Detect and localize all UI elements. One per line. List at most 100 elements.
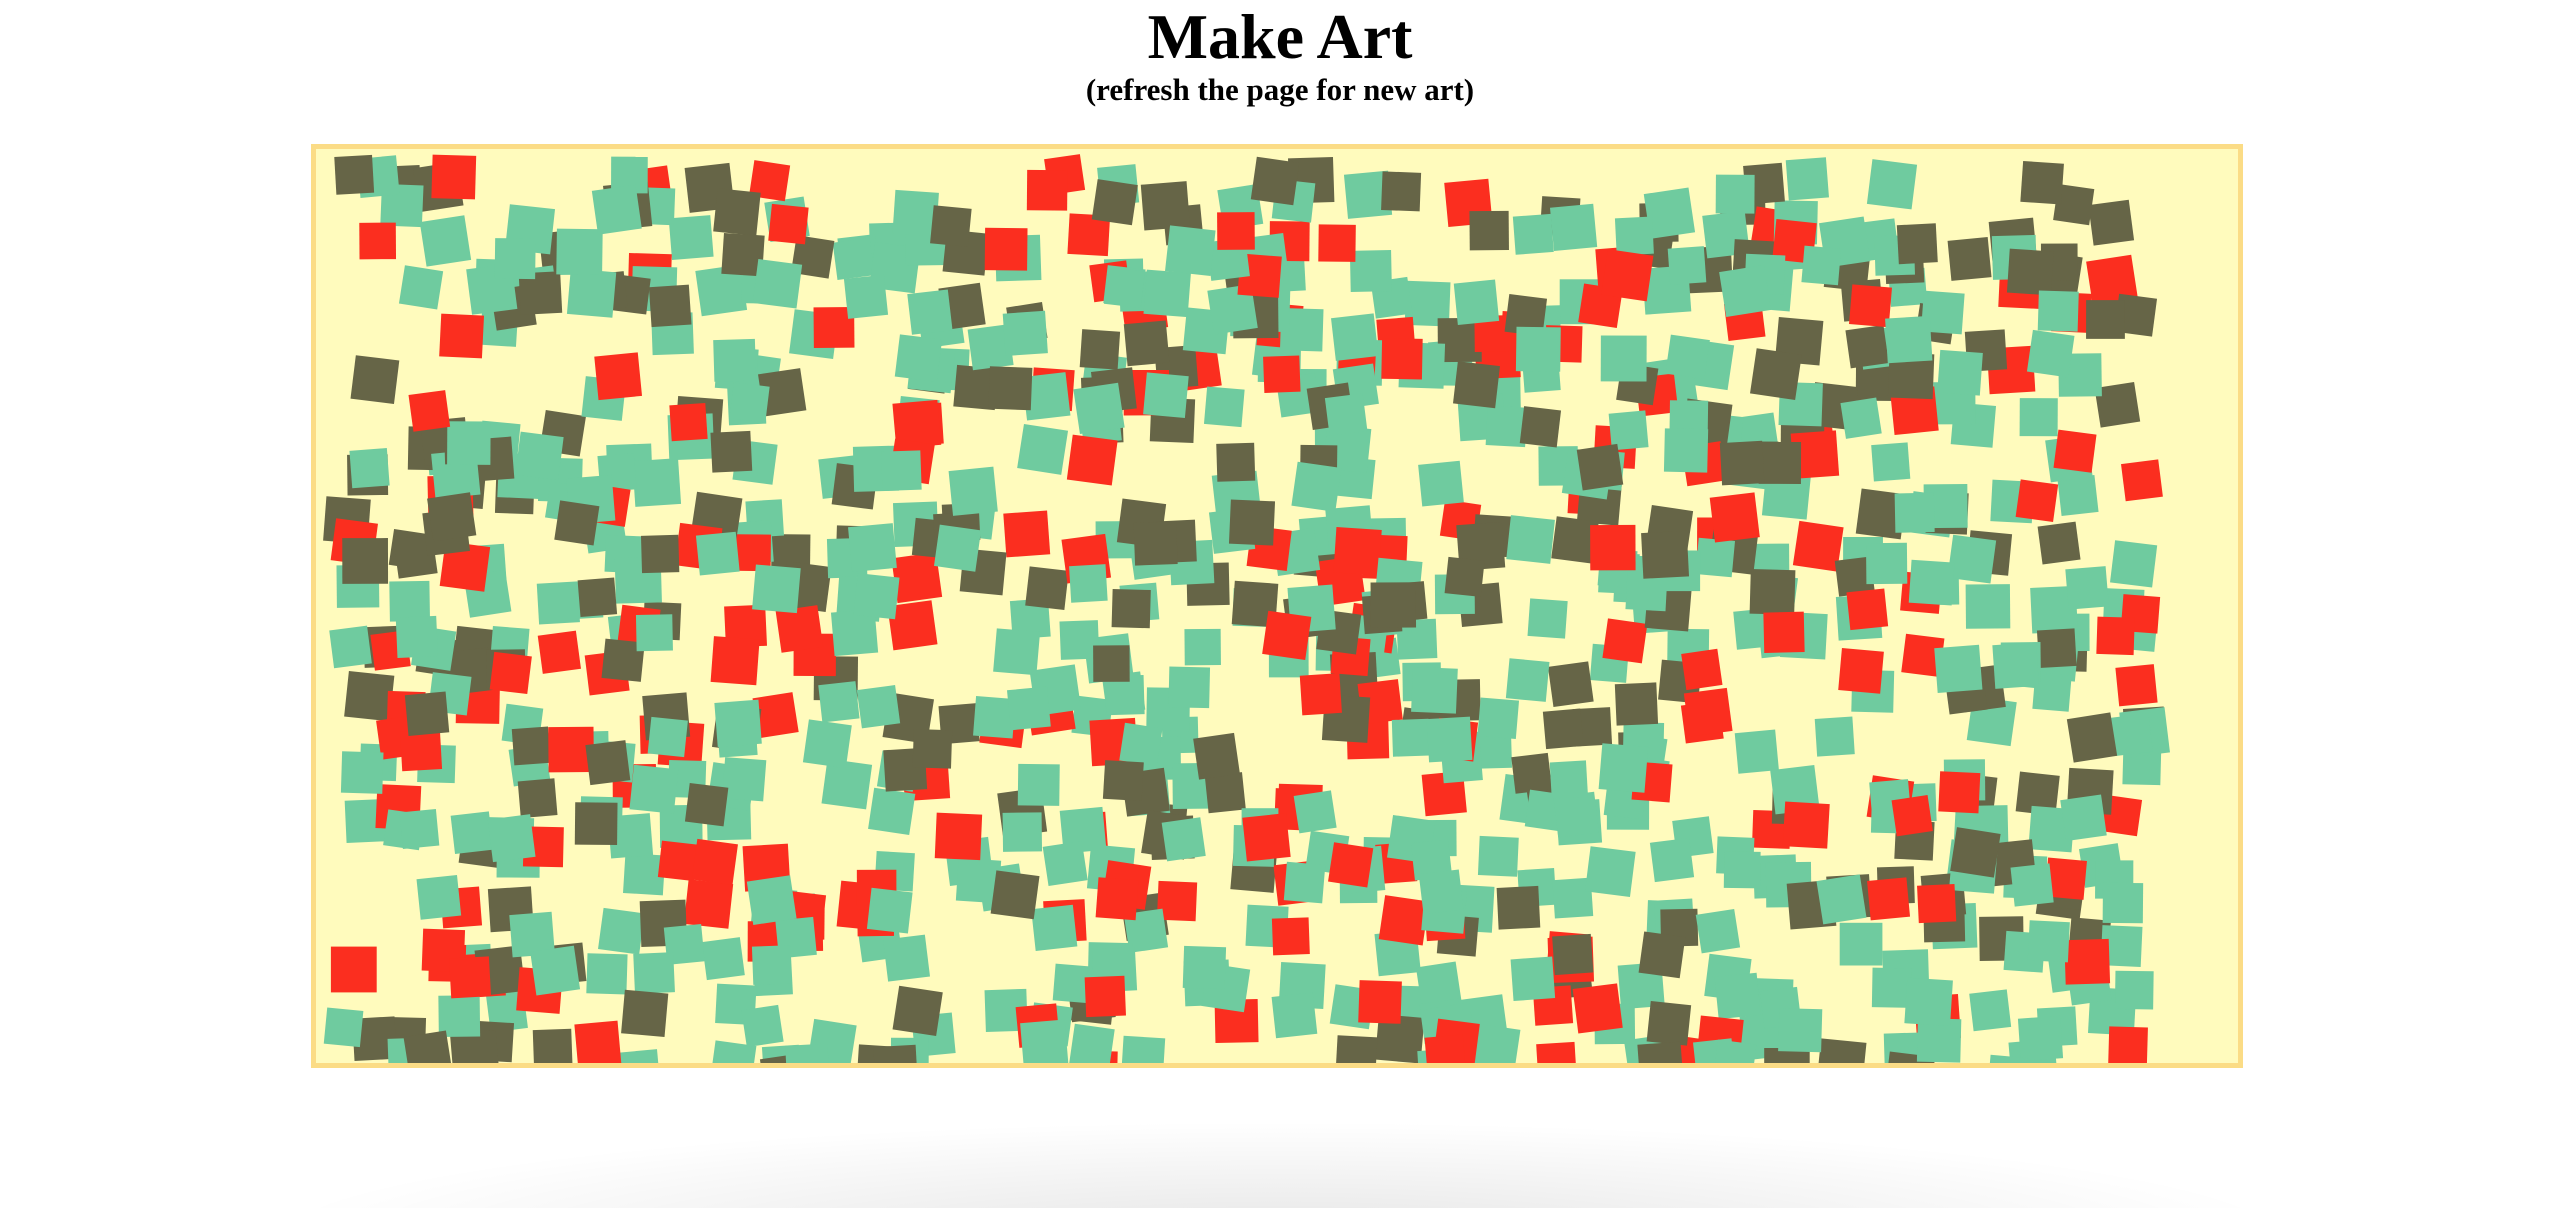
olive-gray-square — [640, 534, 680, 574]
seafoam-square — [1165, 225, 1216, 276]
red-square — [669, 402, 708, 442]
seafoam-square — [1992, 642, 2039, 689]
red-square — [1709, 492, 1760, 543]
olive-gray-square — [2088, 199, 2135, 246]
seafoam-square — [853, 573, 900, 620]
red-square — [1066, 434, 1118, 486]
seafoam-square — [1865, 542, 1908, 585]
red-square — [449, 956, 492, 999]
red-square — [1602, 618, 1648, 664]
seafoam-square — [802, 719, 852, 769]
seafoam-square — [1283, 861, 1326, 904]
olive-gray-square — [684, 782, 729, 827]
olive-gray-square — [2036, 628, 2077, 669]
olive-gray-square — [1204, 772, 1246, 814]
olive-gray-square — [1576, 443, 1624, 491]
olive-gray-square — [1758, 441, 1802, 484]
seafoam-square — [1510, 956, 1556, 1002]
olive-gray-square — [1750, 348, 1802, 400]
red-square — [1333, 527, 1382, 576]
seafoam-square — [866, 887, 913, 934]
seafoam-square — [695, 264, 748, 317]
seafoam-square — [635, 614, 673, 652]
olive-gray-square — [1496, 885, 1541, 930]
seafoam-square — [1059, 620, 1100, 660]
seafoam-square — [2102, 882, 2144, 924]
olive-gray-square — [1845, 325, 1889, 369]
red-square — [1318, 224, 1356, 262]
red-square — [1838, 648, 1884, 694]
olive-gray-square — [1646, 1001, 1692, 1046]
seafoam-square — [632, 458, 682, 507]
seafoam-square — [751, 945, 792, 985]
olive-gray-square — [1511, 752, 1553, 794]
red-square — [1790, 430, 1840, 479]
seafoam-square — [1947, 534, 1997, 584]
seafoam-square — [1052, 963, 1093, 1004]
seafoam-square — [832, 237, 875, 280]
seafoam-square — [752, 259, 803, 309]
seafoam-square — [1839, 922, 1883, 966]
olive-gray-square — [585, 740, 631, 786]
red-square — [548, 726, 594, 773]
olive-gray-square — [350, 355, 400, 405]
red-square — [359, 222, 397, 260]
page-subtitle: (refresh the page for new art) — [1085, 72, 1475, 107]
seafoam-square — [1103, 267, 1145, 308]
olive-gray-square — [1231, 580, 1279, 628]
olive-gray-square — [2015, 771, 2060, 816]
red-square — [1262, 610, 1312, 660]
seafoam-square — [494, 238, 536, 280]
seafoam-square — [1017, 763, 1060, 806]
seafoam-square — [633, 952, 675, 994]
seafoam-square — [487, 814, 536, 863]
olive-gray-square — [1504, 293, 1548, 337]
red-square — [734, 534, 771, 572]
seafoam-square — [1904, 977, 1953, 1027]
seafoam-square — [721, 757, 767, 802]
olive-gray-square — [403, 1030, 453, 1063]
red-square — [1237, 253, 1282, 298]
olive-gray-square — [1091, 179, 1138, 226]
seafoam-square — [1343, 170, 1393, 219]
seafoam-square — [973, 696, 1016, 739]
seafoam-square — [881, 450, 922, 491]
seafoam-square — [1017, 423, 1069, 475]
olive-gray-square — [601, 638, 645, 682]
red-square — [1084, 975, 1126, 1018]
red-square — [1901, 633, 1945, 677]
red-square — [752, 692, 799, 739]
seafoam-square — [1324, 393, 1368, 436]
olive-gray-square — [517, 778, 558, 819]
seafoam-square — [785, 1043, 830, 1063]
olive-gray-square — [1437, 317, 1482, 363]
seafoam-square — [399, 809, 440, 849]
seafoam-square — [607, 813, 654, 859]
seafoam-square — [1184, 628, 1221, 666]
seafoam-square — [1643, 187, 1696, 239]
seafoam-square — [1515, 326, 1561, 372]
olive-gray-square — [1855, 488, 1907, 540]
red-square — [2096, 616, 2135, 656]
seafoam-square — [1715, 174, 1755, 214]
seafoam-square — [1426, 716, 1473, 763]
olive-gray-square — [1079, 329, 1121, 370]
red-square — [439, 541, 491, 592]
seafoam-square — [1816, 874, 1867, 925]
red-square — [2121, 459, 2163, 502]
seafoam-square — [933, 524, 982, 572]
seafoam-square — [1923, 484, 1968, 529]
red-square — [1938, 771, 1981, 814]
red-square — [1381, 338, 1423, 380]
red-square — [1095, 877, 1139, 921]
olive-gray-square — [1855, 359, 1897, 401]
seafoam-square — [1937, 349, 1983, 396]
olive-gray-square — [1381, 171, 1422, 212]
olive-gray-square — [1228, 499, 1276, 546]
seafoam-square — [2060, 794, 2107, 842]
seafoam-square — [1600, 335, 1647, 382]
seafoam-square — [821, 758, 873, 810]
seafoam-square — [1477, 835, 1519, 877]
seafoam-square — [1069, 1023, 1115, 1063]
